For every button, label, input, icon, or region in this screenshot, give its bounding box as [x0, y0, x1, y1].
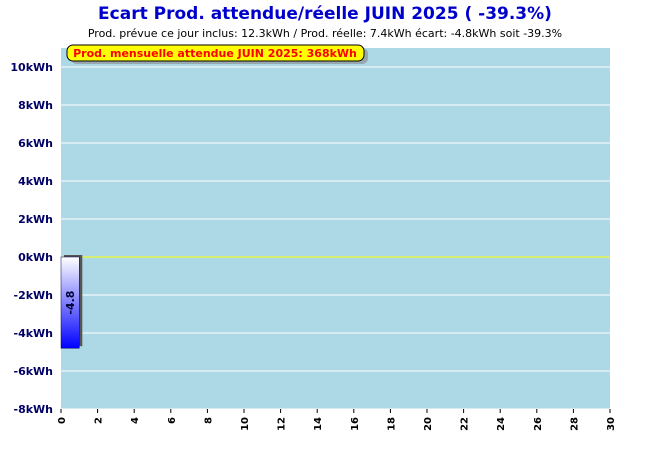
y-tick-label: 2kWh: [18, 213, 53, 226]
x-tick-label: 20: [423, 417, 434, 431]
y-axis-ticks: -8kWh -6kWh -4kWh -2kWh 0kWh 2kWh 4kWh 6kWh 8kWh…: [10, 61, 53, 416]
y-tick-label: -2kWh: [14, 289, 54, 302]
x-tick-label: 28: [569, 417, 580, 431]
bar: [60, 256, 80, 349]
plot-area: [61, 48, 610, 409]
x-tick-label: 30: [606, 417, 617, 431]
y-tick-label: 0kWh: [18, 251, 53, 264]
chart-title: Ecart Prod. attendue/réelle JUIN 2025 ( …: [98, 4, 552, 24]
bar-value-label: -4.8: [64, 291, 77, 315]
x-tick-label: 8: [203, 417, 214, 424]
x-tick-label: 26: [533, 417, 544, 431]
bars: -4.8: [60, 255, 83, 349]
y-tick-label: 6kWh: [18, 137, 53, 150]
x-tick-label: 16: [350, 417, 361, 431]
y-tick-label: -6kWh: [14, 365, 54, 378]
banner-box: [66, 44, 365, 62]
x-tick-label: 12: [277, 417, 288, 431]
y-tick-label: -4kWh: [14, 327, 54, 340]
grid: [61, 66, 610, 410]
monthly-expected-banner: Prod. mensuelle attendue JUIN 2025: 368k…: [66, 44, 368, 64]
x-tick-label: 4: [130, 417, 141, 424]
x-tick-label: 0: [57, 417, 68, 424]
x-tick-label: 24: [496, 417, 507, 431]
y-tick-label: 10kWh: [10, 61, 53, 74]
x-tick-label: 6: [167, 417, 178, 424]
x-axis-ticks: 0 2 4 6 8 10 12 14 16 18 20 22 24 26 28 30: [57, 409, 617, 431]
x-tick-label: 2: [94, 417, 105, 424]
x-tick-label: 10: [240, 417, 251, 431]
x-tick-label: 18: [386, 417, 397, 431]
x-tick-label: 22: [460, 417, 471, 431]
y-tick-label: 4kWh: [18, 175, 53, 188]
banner-text: Prod. mensuelle attendue JUIN 2025: 368k…: [73, 47, 357, 60]
y-tick-label: -8kWh: [14, 403, 54, 416]
y-tick-label: 8kWh: [18, 99, 53, 112]
x-tick-label: 14: [313, 417, 324, 431]
chart-subtitle: Prod. prévue ce jour inclus: 12.3kWh / P…: [88, 27, 562, 40]
